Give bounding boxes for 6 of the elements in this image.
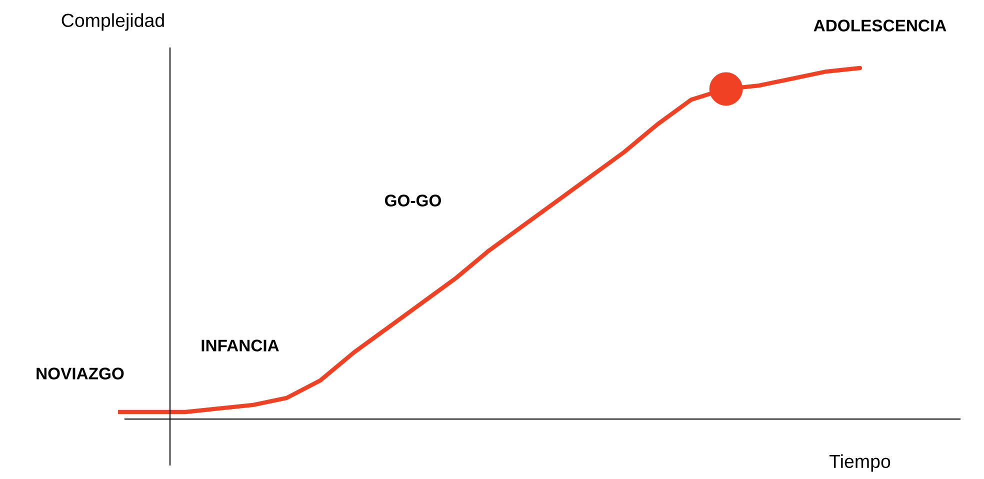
text: ADOLESCENCIA [814,20,946,32]
annotation: NOVIAZGO [36,368,124,380]
annotation: GO-GO [384,194,442,206]
x-axis-title: Tiempo [830,454,890,472]
annotation: INFANCIA [202,340,279,352]
y-axis-title: Complejidad [62,13,164,31]
